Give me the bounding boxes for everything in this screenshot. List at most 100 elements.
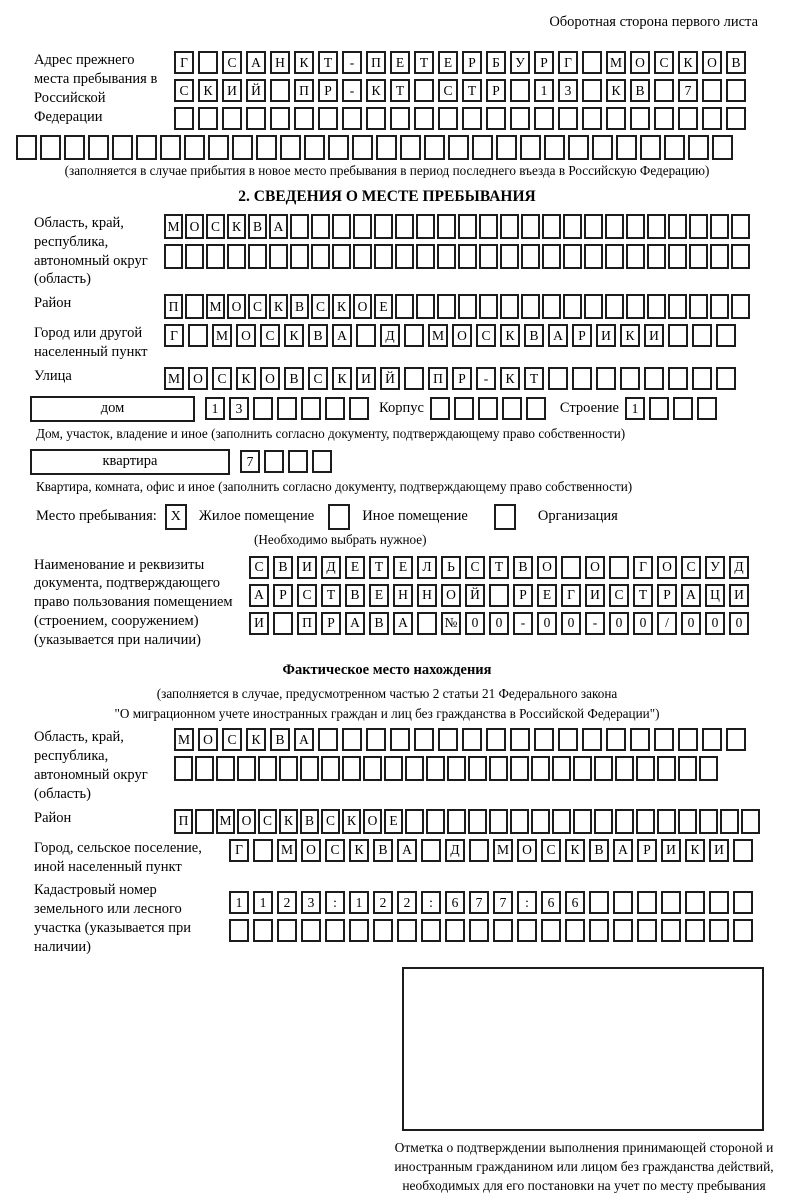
char-cell[interactable]: М xyxy=(164,366,184,390)
char-cell[interactable]: И xyxy=(222,79,242,102)
char-cell[interactable] xyxy=(657,808,676,834)
char-cell[interactable] xyxy=(318,728,338,752)
char-cell[interactable] xyxy=(616,135,637,160)
char-cell[interactable]: О xyxy=(185,213,204,239)
char-cell[interactable]: К xyxy=(685,838,705,862)
char-cell[interactable]: Р xyxy=(637,838,657,862)
char-cell[interactable]: И xyxy=(249,611,269,635)
char-cell[interactable] xyxy=(525,397,546,421)
char-cell[interactable] xyxy=(741,808,760,834)
char-cell[interactable] xyxy=(534,107,554,130)
char-cell[interactable] xyxy=(390,728,410,752)
char-cell[interactable] xyxy=(404,324,424,348)
char-cell[interactable] xyxy=(678,107,698,130)
char-cell[interactable] xyxy=(414,728,434,752)
char-cell[interactable] xyxy=(702,107,722,130)
char-cell[interactable] xyxy=(626,294,645,320)
char-cell[interactable] xyxy=(270,107,290,130)
char-cell[interactable] xyxy=(332,213,351,239)
char-cell[interactable] xyxy=(500,213,519,239)
char-cell[interactable] xyxy=(253,838,273,862)
char-cell[interactable] xyxy=(416,243,435,269)
char-cell[interactable] xyxy=(438,107,458,130)
char-cell[interactable] xyxy=(552,756,571,782)
char-cell[interactable] xyxy=(689,243,708,269)
char-cell[interactable]: 7 xyxy=(493,891,513,915)
char-cell[interactable] xyxy=(311,213,330,239)
char-cell[interactable] xyxy=(630,107,650,130)
char-cell[interactable] xyxy=(647,294,666,320)
char-cell[interactable]: С xyxy=(681,555,701,579)
char-cell[interactable] xyxy=(654,728,674,752)
char-cell[interactable]: В xyxy=(630,79,650,102)
char-cell[interactable] xyxy=(426,808,445,834)
char-cell[interactable] xyxy=(709,891,729,915)
char-cell[interactable]: О xyxy=(301,838,321,862)
char-cell[interactable] xyxy=(437,294,456,320)
checkbox-organization[interactable] xyxy=(493,503,516,530)
char-cell[interactable]: Т xyxy=(318,51,338,74)
char-cell[interactable] xyxy=(609,555,629,579)
char-cell[interactable]: Т xyxy=(633,583,653,607)
char-cell[interactable] xyxy=(542,213,561,239)
char-cell[interactable] xyxy=(521,294,540,320)
char-cell[interactable] xyxy=(277,397,297,421)
char-cell[interactable]: 1 xyxy=(534,79,554,102)
char-cell[interactable] xyxy=(229,919,249,943)
char-cell[interactable]: А xyxy=(548,324,568,348)
char-cell[interactable] xyxy=(712,135,733,160)
char-cell[interactable]: С xyxy=(541,838,561,862)
char-cell[interactable] xyxy=(510,107,530,130)
char-cell[interactable]: А xyxy=(294,728,314,752)
char-cell[interactable]: К xyxy=(198,79,218,102)
char-cell[interactable] xyxy=(486,107,506,130)
char-cell[interactable] xyxy=(414,107,434,130)
char-cell[interactable]: 0 xyxy=(465,611,485,635)
char-cell[interactable] xyxy=(325,397,345,421)
char-cell[interactable] xyxy=(16,135,37,160)
char-cell[interactable] xyxy=(253,919,273,943)
char-cell[interactable]: К xyxy=(269,294,288,320)
char-cell[interactable]: С xyxy=(260,324,280,348)
char-cell[interactable] xyxy=(584,243,603,269)
char-cell[interactable]: 0 xyxy=(489,611,509,635)
char-cell[interactable] xyxy=(582,79,602,102)
char-cell[interactable] xyxy=(356,324,376,348)
char-cell[interactable]: А xyxy=(246,51,266,74)
char-cell[interactable]: К xyxy=(342,808,361,834)
char-cell[interactable]: Д xyxy=(380,324,400,348)
char-cell[interactable] xyxy=(253,397,273,421)
char-cell[interactable] xyxy=(270,79,290,102)
char-cell[interactable]: В xyxy=(300,808,319,834)
char-cell[interactable]: Т xyxy=(369,555,389,579)
char-cell[interactable]: Р xyxy=(534,51,554,74)
char-cell[interactable] xyxy=(195,756,214,782)
char-cell[interactable]: С xyxy=(258,808,277,834)
char-cell[interactable]: К xyxy=(366,79,386,102)
char-cell[interactable] xyxy=(216,756,235,782)
char-cell[interactable]: В xyxy=(373,838,393,862)
char-cell[interactable] xyxy=(300,756,319,782)
char-cell[interactable]: 0 xyxy=(609,611,629,635)
char-cell[interactable]: В xyxy=(524,324,544,348)
char-cell[interactable]: И xyxy=(297,555,317,579)
char-cell[interactable]: В xyxy=(284,366,304,390)
char-cell[interactable] xyxy=(160,135,181,160)
char-cell[interactable] xyxy=(486,728,506,752)
char-cell[interactable] xyxy=(544,135,565,160)
char-cell[interactable] xyxy=(64,135,85,160)
char-cell[interactable]: Г xyxy=(558,51,578,74)
char-cell[interactable] xyxy=(277,919,297,943)
char-cell[interactable]: Т xyxy=(321,583,341,607)
char-cell[interactable]: К xyxy=(279,808,298,834)
char-cell[interactable] xyxy=(489,583,509,607)
char-cell[interactable] xyxy=(626,243,645,269)
char-cell[interactable]: С xyxy=(311,294,330,320)
char-cell[interactable] xyxy=(613,919,633,943)
char-cell[interactable]: 6 xyxy=(445,891,465,915)
char-cell[interactable]: 0 xyxy=(561,611,581,635)
char-cell[interactable]: 1 xyxy=(205,397,225,421)
char-cell[interactable]: - xyxy=(342,79,362,102)
char-cell[interactable]: Й xyxy=(465,583,485,607)
char-cell[interactable] xyxy=(573,756,592,782)
